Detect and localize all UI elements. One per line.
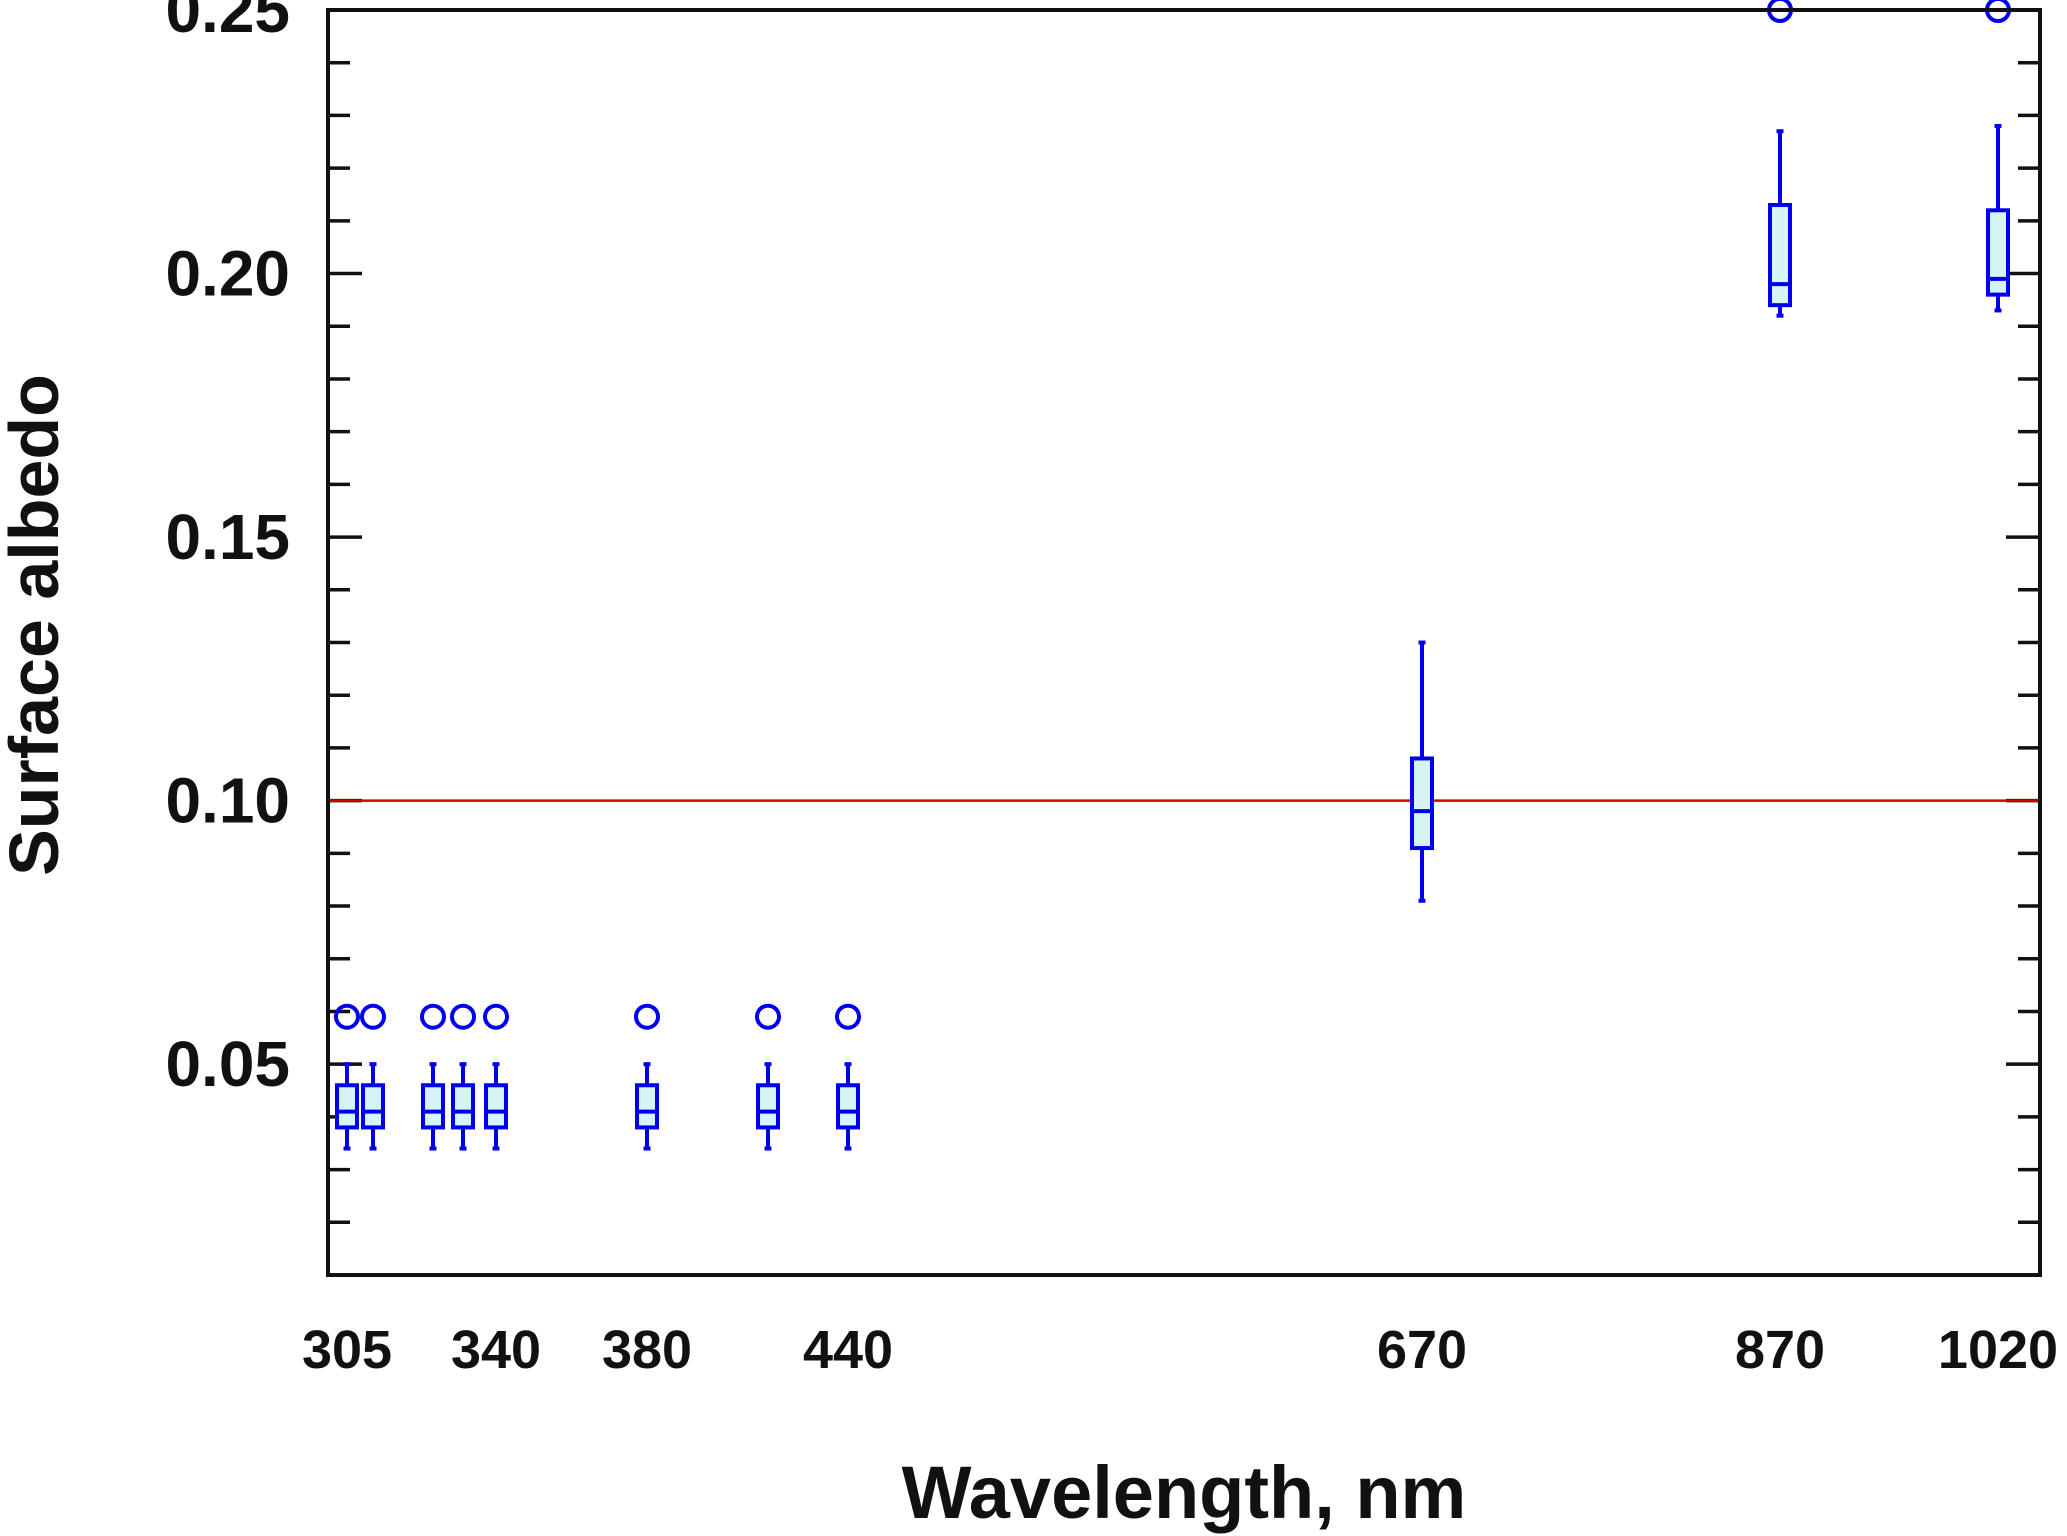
box-iqr <box>421 1083 445 1130</box>
outlier-point <box>334 1003 360 1030</box>
x-axis-title: Wavelength, nm <box>902 1451 1467 1534</box>
tick-labels-layer: 0.05 0.10 0.15 0.20 0.25 305 340 380 440 670 870 10… <box>165 0 2058 1380</box>
y-tick-label: 0.25 <box>165 0 290 46</box>
x-tick-label: 340 <box>451 1320 541 1380</box>
y-tick-label: 0.10 <box>165 765 290 837</box>
outlier-point <box>450 1003 476 1030</box>
outlier-point <box>634 1003 660 1030</box>
box-iqr <box>335 1083 359 1130</box>
y-tick-label: 0.15 <box>165 501 290 573</box>
box-group <box>835 1003 861 1151</box>
box-group <box>755 1003 781 1151</box>
plot-frame <box>326 8 2042 1277</box>
box-iqr <box>484 1083 508 1130</box>
boxes-layer <box>334 0 2011 1151</box>
box-group <box>483 1003 509 1151</box>
y-axis-title: Surface albedo <box>0 374 73 876</box>
box-iqr <box>1986 208 2010 297</box>
box-group <box>1985 0 2011 313</box>
outlier-point <box>420 1003 446 1030</box>
box-group <box>450 1003 476 1151</box>
x-tick-label: 670 <box>1377 1320 1467 1380</box>
y-tick-label: 0.05 <box>165 1028 290 1100</box>
box-group <box>1767 0 1793 318</box>
x-tick-label: 440 <box>803 1320 893 1380</box>
y-axis-ticks <box>328 8 2040 1277</box>
box-iqr <box>361 1083 385 1130</box>
box-iqr <box>1768 203 1792 308</box>
outlier-point <box>360 1003 386 1030</box>
box-group <box>334 1003 360 1151</box>
outlier-point <box>835 1003 861 1030</box>
outlier-point <box>755 1003 781 1030</box>
x-tick-label: 305 <box>302 1320 392 1380</box>
box-iqr <box>1410 756 1434 851</box>
x-tick-label: 870 <box>1735 1320 1825 1380</box>
box-group <box>1410 640 1434 903</box>
box-iqr <box>836 1083 860 1130</box>
x-tick-label: 1020 <box>1938 1320 2058 1380</box>
y-tick-label: 0.20 <box>165 238 290 310</box>
box-iqr <box>635 1083 659 1130</box>
box-group <box>634 1003 660 1151</box>
box-iqr <box>756 1083 780 1130</box>
box-group <box>360 1003 386 1151</box>
x-tick-label: 380 <box>602 1320 692 1380</box>
box-group <box>420 1003 446 1151</box>
outlier-point <box>483 1003 509 1030</box>
box-iqr <box>451 1083 475 1130</box>
